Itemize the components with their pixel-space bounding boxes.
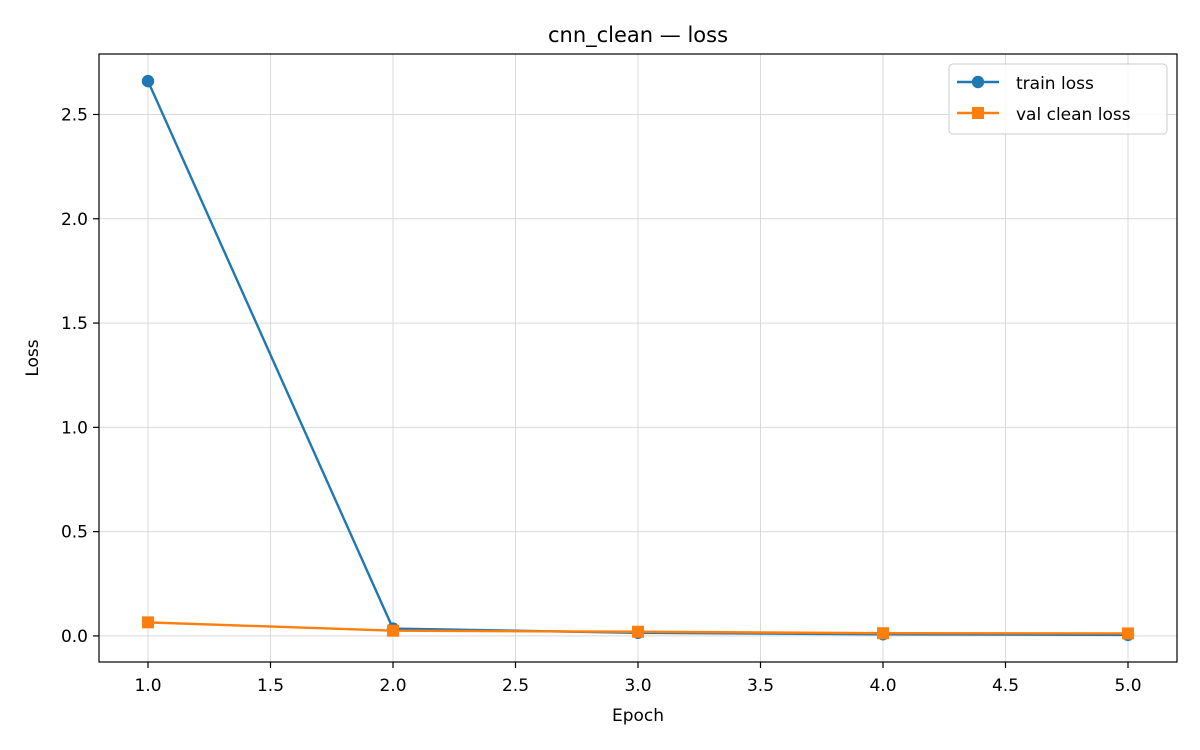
y-tick-label: 1.5 — [61, 314, 88, 334]
x-axis-label: Epoch — [612, 706, 664, 726]
legend-box — [948, 63, 1168, 135]
axis-ticks: 1.0 1.5 2.0 2.5 3.0 3.5 4.0 4.5 5.0 0.0 0.5 1.0 1.5 2… — [61, 105, 1142, 696]
x-tick-label: 1.0 — [134, 676, 161, 696]
legend-label-train-loss: train loss — [1016, 74, 1094, 94]
x-tick-label: 3.0 — [624, 676, 651, 696]
y-axis-label: Loss — [23, 339, 43, 376]
x-tick-label: 1.5 — [257, 676, 284, 696]
data-point-val-clean-loss — [632, 625, 644, 638]
legend-label-val-clean-loss: val clean loss — [1016, 105, 1131, 125]
series-layer — [141, 74, 1135, 642]
legend-marker-val-clean-loss — [972, 107, 984, 119]
x-tick-label: 3.5 — [747, 676, 774, 696]
x-tick-label: 2.5 — [502, 676, 529, 696]
y-tick-label: 0.0 — [61, 627, 88, 647]
y-tick-label: 2.0 — [61, 210, 88, 230]
data-point-val-clean-loss — [1122, 627, 1134, 640]
x-tick-label: 5.0 — [1114, 676, 1141, 696]
y-tick-label: 1.0 — [61, 418, 88, 438]
series-val-clean-loss — [142, 616, 1134, 640]
data-point-val-clean-loss — [877, 627, 889, 640]
legend-marker-train-loss — [971, 75, 985, 89]
legend: train loss val clean loss — [948, 63, 1168, 135]
data-point-val-clean-loss — [142, 616, 154, 629]
x-tick-label: 2.0 — [379, 676, 406, 696]
x-tick-label: 4.0 — [869, 676, 896, 696]
data-point-train-loss — [141, 74, 155, 88]
y-tick-label: 0.5 — [61, 523, 88, 543]
chart-title: cnn_clean — loss — [548, 23, 728, 48]
x-tick-label: 4.5 — [992, 676, 1019, 696]
y-tick-label: 2.5 — [61, 105, 88, 125]
data-point-val-clean-loss — [387, 624, 399, 637]
